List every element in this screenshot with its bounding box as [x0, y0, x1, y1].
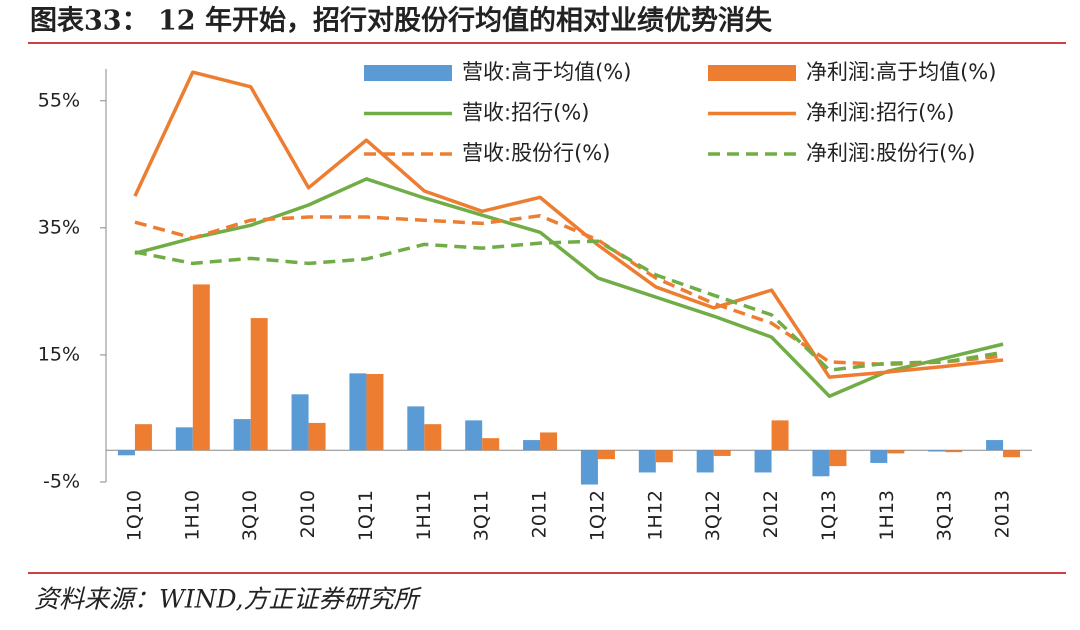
bar	[407, 406, 425, 451]
bar	[696, 450, 714, 473]
x-tick-label: 1H12	[644, 490, 666, 541]
line	[134, 177, 1004, 398]
legend-label: 净利润:高于均值(%)	[806, 60, 996, 84]
legend-label: 营收:招行(%)	[462, 101, 589, 125]
x-tick-label: 1Q11	[355, 490, 377, 541]
bar	[945, 450, 963, 453]
bar	[134, 424, 152, 451]
bar	[713, 450, 731, 456]
bar	[233, 419, 251, 451]
legend-label: 净利润:招行(%)	[806, 101, 954, 125]
bar	[175, 427, 193, 451]
bar	[366, 373, 384, 451]
x-tick-label: 3Q12	[702, 490, 724, 541]
x-tick-label: 3Q13	[934, 490, 956, 541]
bar	[192, 284, 210, 451]
y-tick-label: 15%	[38, 343, 80, 365]
x-tick-label: 1H10	[181, 490, 203, 541]
bar	[829, 450, 847, 467]
x-tick-label: 1H13	[876, 490, 898, 541]
legend-label: 营收:股份行(%)	[462, 141, 610, 165]
x-tick-label: 2012	[760, 490, 782, 538]
x-tick-label: 2013	[992, 490, 1014, 538]
legend-label: 营收:高于均值(%)	[462, 60, 631, 84]
line	[133, 70, 1004, 379]
bar	[812, 450, 830, 477]
bar	[754, 450, 772, 473]
bar	[638, 450, 656, 473]
bar	[349, 373, 367, 451]
bar	[655, 450, 673, 463]
bar	[580, 450, 598, 485]
bar	[540, 432, 558, 451]
line	[134, 239, 1004, 372]
bar	[887, 450, 905, 454]
legend-label: 净利润:股份行(%)	[806, 141, 975, 165]
bar	[465, 420, 483, 451]
chart-title: 图表33： 12 年开始，招行对股份行均值的相对业绩优势消失	[30, 5, 773, 37]
bar	[424, 424, 442, 451]
line	[134, 214, 1004, 367]
bar	[771, 420, 789, 451]
bar	[523, 440, 541, 451]
bar	[928, 450, 946, 452]
x-tick-label: 3Q11	[471, 490, 493, 541]
x-tick-label: 1Q12	[586, 490, 608, 541]
y-tick-label: 35%	[38, 216, 80, 238]
legend-swatch	[364, 65, 452, 81]
x-tick-label: 3Q10	[239, 490, 261, 541]
bar	[482, 438, 500, 451]
source: 资料来源：WIND,方正证券研究所	[34, 585, 423, 614]
x-tick-label: 2010	[297, 490, 319, 538]
bar	[291, 394, 309, 451]
x-tick-label: 1Q13	[818, 490, 840, 541]
y-tick-label: -5%	[43, 471, 80, 493]
bar	[1003, 450, 1021, 458]
bar	[870, 450, 888, 463]
x-tick-label: 2011	[529, 490, 551, 538]
x-tick-label: 1Q10	[123, 490, 145, 541]
bar	[250, 318, 268, 451]
bar	[597, 450, 615, 460]
x-tick-label: 1H11	[413, 490, 435, 541]
legend-swatch	[708, 65, 796, 81]
bar	[986, 440, 1004, 451]
bar	[117, 450, 135, 456]
y-tick-label: 55%	[38, 89, 80, 111]
bar	[308, 422, 326, 451]
